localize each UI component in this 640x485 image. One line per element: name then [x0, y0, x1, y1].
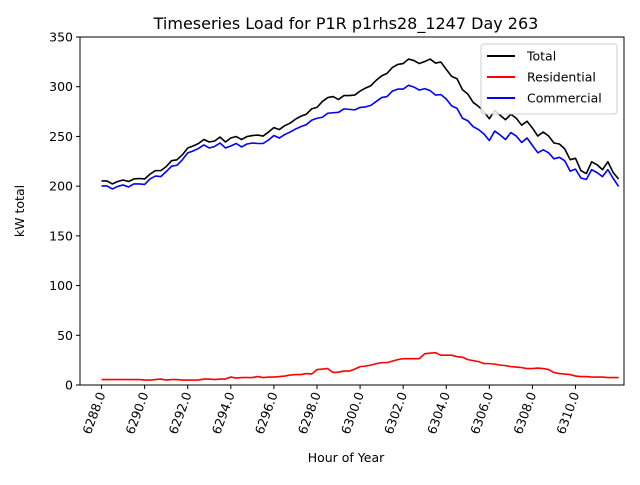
x-tick-label: 6300.0: [338, 390, 367, 436]
legend: Total Residential Commercial: [480, 43, 618, 115]
x-tick-label: 6298.0: [295, 390, 324, 436]
x-tick-label: 6288.0: [79, 390, 108, 436]
series-line-commercial: [101, 84, 620, 190]
y-tick-label: 300: [49, 79, 73, 94]
x-tick-label: 6296.0: [252, 390, 281, 436]
series-line-residential: [101, 351, 619, 381]
y-tick-label: 200: [49, 179, 73, 194]
x-tick-label: 6308.0: [510, 390, 539, 436]
legend-label-residential: Residential: [527, 70, 596, 85]
legend-label-commercial: Commercial: [527, 91, 602, 106]
x-tick-label: 6310.0: [553, 390, 582, 436]
x-tick-label: 6306.0: [467, 390, 496, 436]
legend-label-total: Total: [526, 49, 556, 64]
legend-box: [480, 43, 618, 115]
plot-frame: [79, 36, 625, 386]
y-axis-label: kW total: [12, 185, 27, 237]
chart-title: Timeseries Load for P1R p1rhs28_1247 Day…: [153, 14, 539, 34]
y-tick-label: 50: [57, 328, 73, 343]
x-tick-label: 6294.0: [209, 390, 238, 436]
series-line-total: [101, 58, 620, 185]
x-tick-label: 6292.0: [165, 390, 194, 436]
plot-area: [101, 58, 620, 381]
x-tick-label: 6290.0: [122, 390, 151, 436]
y-tick-label: 250: [49, 129, 73, 144]
x-axis-label: Hour of Year: [308, 450, 385, 465]
x-tick-label: 6304.0: [424, 390, 453, 436]
y-tick-label: 350: [49, 30, 73, 45]
y-tick-label: 100: [49, 278, 73, 293]
y-tick-label: 150: [49, 228, 73, 243]
x-tick-label: 6302.0: [381, 390, 410, 436]
y-tick-label: 0: [65, 378, 73, 393]
